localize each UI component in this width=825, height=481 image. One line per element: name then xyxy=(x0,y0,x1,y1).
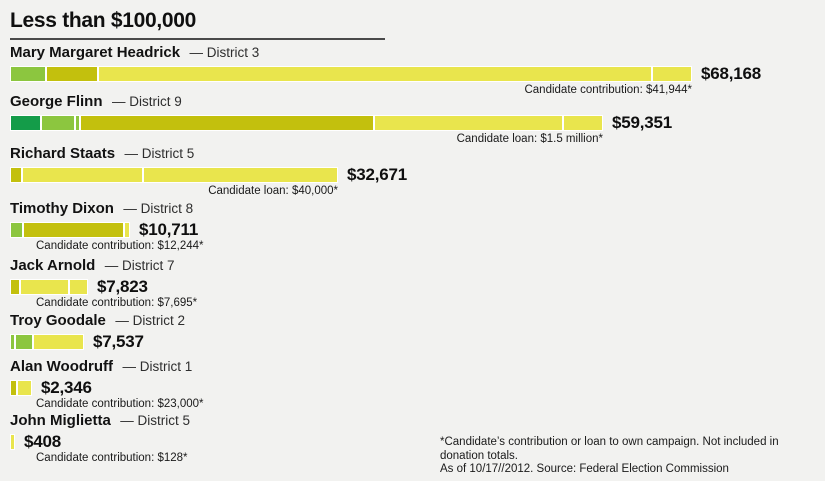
candidate-row-woodruff: Alan Woodruff — District 1 $2,346 Candid… xyxy=(10,358,204,410)
donation-bar xyxy=(10,114,603,131)
bar-line: $10,711 xyxy=(10,219,199,239)
bar-line: $59,351 xyxy=(10,112,673,132)
bar-segment xyxy=(70,279,87,294)
bar-line: $32,671 xyxy=(10,164,408,184)
candidate-name: George Flinn xyxy=(10,93,103,110)
candidate-name-line: Alan Woodruff — District 1 xyxy=(10,358,192,375)
candidate-row-goodale: Troy Goodale — District 2 $7,537 xyxy=(10,312,185,351)
bar-line: $7,537 xyxy=(10,331,185,351)
donation-bar xyxy=(10,278,88,295)
footnote-asterisk-note: *Candidate’s contribution or loan to own… xyxy=(440,436,779,462)
candidate-district: — District 8 xyxy=(123,201,194,216)
candidate-district: — District 9 xyxy=(111,94,182,109)
bar-segment xyxy=(23,167,142,182)
bar-segment xyxy=(144,167,337,182)
donation-bar xyxy=(10,433,15,450)
self-funding-note: Candidate loan: $40,000* xyxy=(208,185,338,197)
bar-line: $68,168 xyxy=(10,63,762,83)
candidate-name-line: George Flinn — District 9 xyxy=(10,93,672,110)
chart-title: Less than $100,000 xyxy=(10,9,197,32)
candidate-district: — District 2 xyxy=(115,313,186,328)
bar-segment xyxy=(11,66,45,81)
candidate-name: Timothy Dixon xyxy=(10,200,114,217)
self-funding-note: Candidate contribution: $128* xyxy=(36,452,188,464)
donation-total: $10,711 xyxy=(139,219,199,239)
footnotes: *Candidate’s contribution or loan to own… xyxy=(440,436,825,477)
bar-line: $7,823 xyxy=(10,276,175,296)
candidate-district: — District 3 xyxy=(189,45,260,60)
candidate-row-arnold: Jack Arnold — District 7 $7,823 Candidat… xyxy=(10,257,197,309)
bar-segment xyxy=(81,115,373,130)
bar-segment xyxy=(99,66,651,81)
bar-segment xyxy=(11,434,14,449)
candidate-name-line: Richard Staats — District 5 xyxy=(10,145,407,162)
bar-segment xyxy=(375,115,562,130)
candidate-district: — District 7 xyxy=(104,258,175,273)
donation-total: $59,351 xyxy=(612,112,673,132)
candidate-name: Alan Woodruff xyxy=(10,358,114,375)
bar-segment xyxy=(76,115,79,130)
donation-total: $68,168 xyxy=(701,63,762,83)
donation-bar xyxy=(10,333,84,350)
candidate-name: Troy Goodale xyxy=(10,312,106,329)
bar-segment xyxy=(16,334,32,349)
bar-segment xyxy=(47,66,97,81)
donation-bar xyxy=(10,65,692,82)
self-funding-note: Candidate contribution: $23,000* xyxy=(36,398,204,410)
footnote-source-note: As of 10/17//2012. Source: Federal Elect… xyxy=(440,463,729,475)
donation-bar xyxy=(10,379,32,396)
candidate-row-headrick: Mary Margaret Headrick — District 3 $68,… xyxy=(10,44,762,96)
candidate-name: John Miglietta xyxy=(10,412,111,429)
candidate-district: — District 5 xyxy=(124,146,195,161)
donation-bar xyxy=(10,221,130,238)
bar-segment xyxy=(11,222,22,237)
bar-segment xyxy=(11,334,14,349)
bar-segment xyxy=(11,115,40,130)
bar-line: $408 xyxy=(10,431,190,451)
candidate-name-line: Troy Goodale — District 2 xyxy=(10,312,185,329)
candidate-name: Richard Staats xyxy=(10,145,116,162)
donation-total: $408 xyxy=(24,431,62,451)
bar-segment xyxy=(42,115,74,130)
bar-segment xyxy=(11,167,21,182)
donation-bar xyxy=(10,166,338,183)
bar-segment xyxy=(21,279,68,294)
bar-segment xyxy=(11,380,16,395)
candidate-name-line: John Miglietta — District 5 xyxy=(10,412,190,429)
donation-total: $32,671 xyxy=(347,164,408,184)
bar-segment xyxy=(18,380,31,395)
self-funding-note: Candidate contribution: $7,695* xyxy=(36,297,198,309)
self-funding-note: Candidate contribution: $12,244* xyxy=(36,240,204,252)
candidate-name-line: Jack Arnold — District 7 xyxy=(10,257,175,274)
self-funding-note: Candidate loan: $1.5 million* xyxy=(456,133,603,145)
candidate-name-line: Mary Margaret Headrick — District 3 xyxy=(10,44,761,61)
candidate-row-flinn: George Flinn — District 9 $59,351 Candid… xyxy=(10,93,673,145)
candidate-district: — District 1 xyxy=(122,359,193,374)
candidate-name: Jack Arnold xyxy=(10,257,96,274)
bar-line: $2,346 xyxy=(10,377,192,397)
candidate-name: Mary Margaret Headrick xyxy=(10,44,181,61)
candidate-row-dixon: Timothy Dixon — District 8 $10,711 Candi… xyxy=(10,200,204,252)
bar-segment xyxy=(653,66,691,81)
donation-total: $7,537 xyxy=(93,331,144,351)
bar-segment xyxy=(11,279,19,294)
bar-segment xyxy=(34,334,83,349)
donation-total: $2,346 xyxy=(41,377,92,397)
title-underline xyxy=(10,38,385,40)
candidate-district: — District 5 xyxy=(120,413,191,428)
candidate-row-miglietta: John Miglietta — District 5 $408 Candida… xyxy=(10,412,190,464)
self-funding-note: Candidate contribution: $41,944* xyxy=(524,84,692,96)
bar-segment xyxy=(564,115,602,130)
candidate-row-staats: Richard Staats — District 5 $32,671 Cand… xyxy=(10,145,408,197)
bar-segment xyxy=(24,222,123,237)
donation-total: $7,823 xyxy=(97,276,148,296)
candidate-name-line: Timothy Dixon — District 8 xyxy=(10,200,198,217)
bar-segment xyxy=(125,222,129,237)
